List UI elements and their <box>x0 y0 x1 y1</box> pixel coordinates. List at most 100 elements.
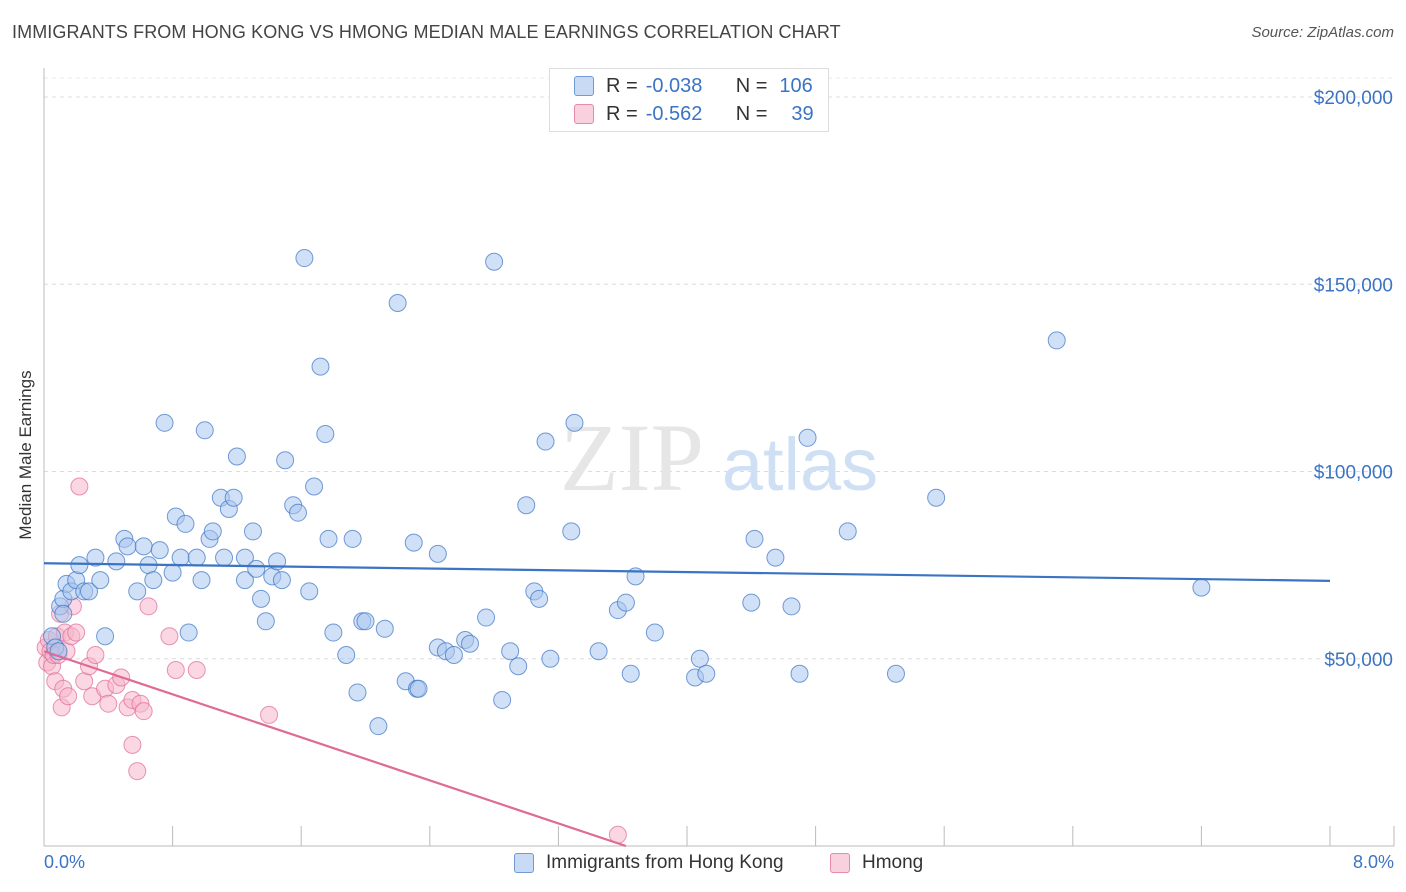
hong-kong-point <box>742 593 761 612</box>
hong-kong-point <box>235 571 254 590</box>
legend-n-value: 106 <box>779 74 813 97</box>
hong-kong-point <box>565 413 584 432</box>
hong-kong-point <box>645 623 664 642</box>
legend-row-hmong: R = -0.562 N = 39 <box>550 101 814 127</box>
hong-kong-point <box>1047 331 1066 350</box>
hmong-point <box>59 687 78 706</box>
hong-kong-point <box>128 582 147 601</box>
hong-kong-point <box>562 522 581 541</box>
hong-kong-point <box>276 451 295 470</box>
series-legend-hong-kong: Immigrants from Hong Kong <box>514 852 784 874</box>
hong-kong-point <box>517 496 536 515</box>
hong-kong-point <box>150 541 169 560</box>
y-tick-labels: $50,000 $100,000 $150,000 $200,000 <box>1314 88 1393 671</box>
hong-kong-point <box>477 608 496 627</box>
hmong-point <box>123 735 142 754</box>
hong-kong-point <box>179 623 198 642</box>
hong-kong-point <box>375 619 394 638</box>
x-tick-label-max: 8.0% <box>1352 852 1394 872</box>
hong-kong-point <box>247 559 266 578</box>
hong-kong-point <box>305 477 324 496</box>
hong-kong-point <box>187 548 206 567</box>
hong-kong-point <box>134 537 153 556</box>
hmong-point <box>187 660 206 679</box>
hong-kong-point <box>256 612 275 631</box>
hong-kong-points <box>43 249 1211 736</box>
hong-kong-point <box>215 548 234 567</box>
hong-kong-point <box>96 627 115 646</box>
legend-r-value: -0.038 <box>645 74 703 97</box>
hmong-point <box>260 705 279 724</box>
series-legend-hmong: Hmong <box>830 852 923 874</box>
hong-kong-point <box>316 425 335 444</box>
hmong-point <box>160 627 179 646</box>
hmong-point <box>86 646 105 665</box>
y-tick-label: $50,000 <box>1324 650 1393 671</box>
legend-row-hong-kong: R = -0.038 N = 106 <box>550 73 813 99</box>
hong-kong-point <box>192 571 211 590</box>
hong-kong-point <box>227 447 246 466</box>
hong-kong-point <box>589 642 608 661</box>
hong-kong-point <box>54 604 73 623</box>
hmong-trend-line <box>43 650 627 848</box>
hong-kong-point <box>428 544 447 563</box>
hong-kong-point <box>493 690 512 709</box>
hong-kong-point <box>243 522 262 541</box>
hmong-point <box>99 694 118 713</box>
legend-swatch-hong-kong <box>574 76 594 96</box>
trend-lines <box>43 562 1331 848</box>
hong-kong-point <box>388 293 407 312</box>
y-tick-label: $150,000 <box>1314 275 1393 296</box>
hong-kong-point <box>80 582 99 601</box>
hong-kong-point <box>176 514 195 533</box>
chart-title: IMMIGRANTS FROM HONG KONG VS HMONG MEDIA… <box>12 22 841 42</box>
hong-kong-point <box>621 664 640 683</box>
hong-kong-point <box>690 649 709 668</box>
legend-r-value: -0.562 <box>645 102 703 125</box>
hong-kong-point <box>356 612 375 631</box>
series-legend: Immigrants from Hong Kong Hmong <box>0 852 1406 878</box>
hong-kong-point <box>838 522 857 541</box>
legend-r-label: R = <box>606 74 638 97</box>
source-label: Source: ZipAtlas.com <box>1251 24 1394 41</box>
hong-kong-point <box>404 533 423 552</box>
hong-kong-point <box>485 252 504 271</box>
hong-kong-point <box>70 556 89 575</box>
legend-n-label: N = <box>735 74 768 97</box>
hong-kong-point <box>541 649 560 668</box>
x-tick-label-min: 0.0% <box>44 852 86 872</box>
hong-kong-point <box>288 503 307 522</box>
hong-kong-point <box>91 571 110 590</box>
hmong-point <box>70 477 89 496</box>
hong-kong-point <box>501 642 520 661</box>
hmong-point <box>166 660 185 679</box>
legend-n-value: 39 <box>791 102 814 125</box>
hong-kong-point <box>766 548 785 567</box>
hong-kong-point <box>144 571 163 590</box>
hong-kong-point <box>319 529 338 548</box>
hong-kong-point <box>369 717 388 736</box>
hong-kong-point <box>272 571 291 590</box>
hong-kong-point <box>616 593 635 612</box>
hmong-points <box>36 477 627 844</box>
hong-kong-point <box>745 529 764 548</box>
y-tick-label: $200,000 <box>1314 88 1393 109</box>
hong-kong-point <box>444 646 463 665</box>
hong-kong-point <box>782 597 801 616</box>
hong-kong-point <box>460 634 479 653</box>
hong-kong-point <box>337 646 356 665</box>
hong-kong-point <box>252 589 271 608</box>
hmong-point <box>75 672 94 691</box>
hong-kong-point <box>155 413 174 432</box>
series-label-hong-kong: Immigrants from Hong Kong <box>546 852 784 873</box>
watermark-zip: ZIP <box>560 404 704 511</box>
axes <box>43 68 1395 847</box>
hmong-point <box>128 762 147 781</box>
hong-kong-point <box>324 623 343 642</box>
hong-kong-point <box>790 664 809 683</box>
legend-swatch-hmong <box>574 104 594 124</box>
stats-legend: R = -0.038 N = 106 R = -0.562 N = 39 <box>549 68 829 132</box>
hong-kong-point <box>203 522 222 541</box>
hong-kong-point <box>509 657 528 676</box>
